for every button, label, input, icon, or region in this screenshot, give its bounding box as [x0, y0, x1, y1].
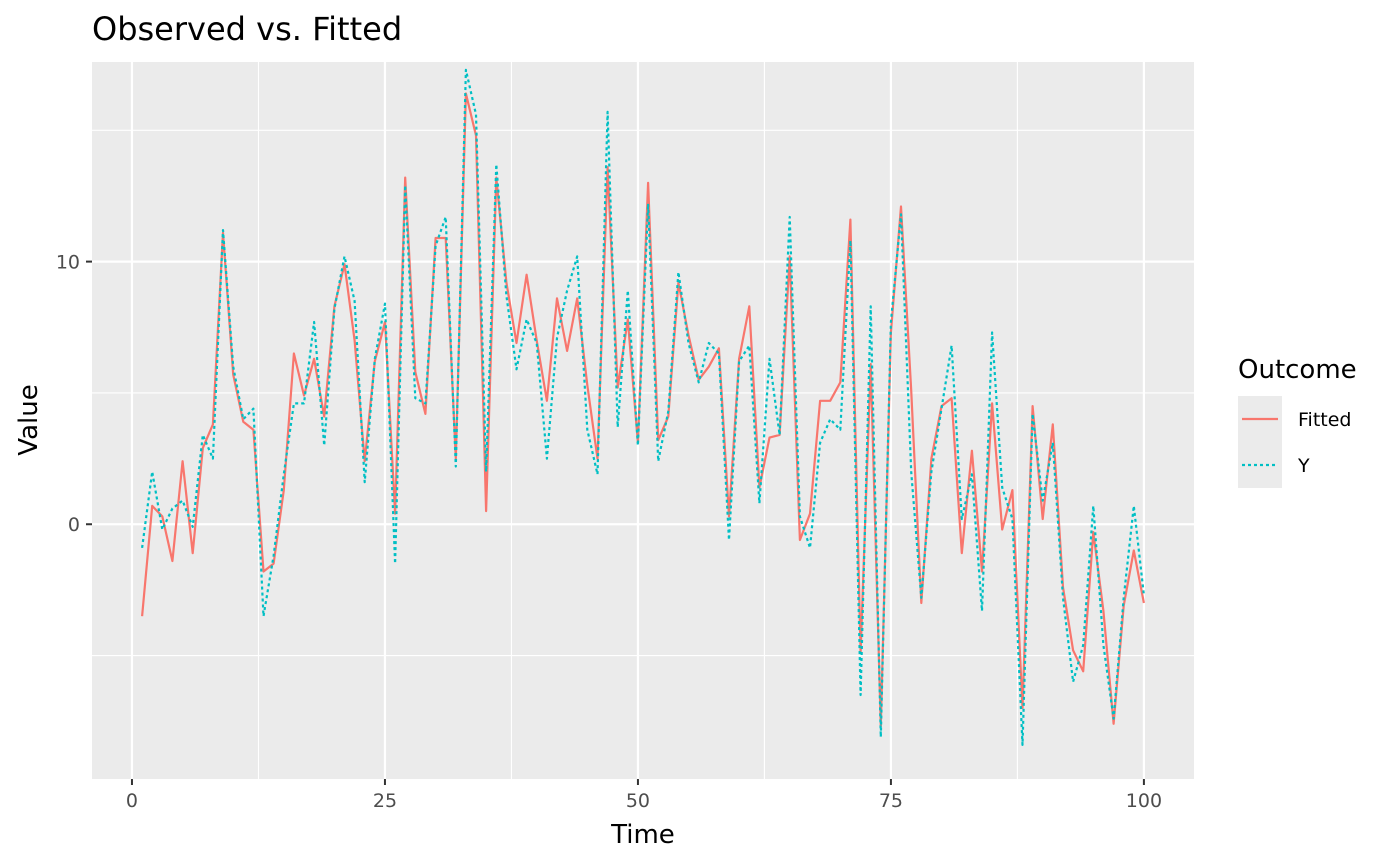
x-tick-label: 75 [879, 790, 903, 812]
series-line-fitted [141, 92, 1145, 728]
legend-title: Outcome [1238, 355, 1357, 385]
x-tick-label: 50 [626, 790, 650, 812]
y-tick-label: 10 [56, 252, 80, 274]
legend-label-y: Y [1297, 455, 1310, 477]
y-tick-label: 0 [68, 514, 80, 536]
y-axis-title: Value [14, 384, 44, 455]
minor-gridlines [92, 62, 1194, 779]
legend-label-fitted: Fitted [1298, 409, 1351, 431]
legend: Outcome Fitted Y [1238, 355, 1357, 488]
x-tick-label: 100 [1126, 790, 1162, 812]
series-layer [141, 68, 1145, 747]
major-gridlines [92, 62, 1194, 779]
x-axis: 0 25 50 75 100 [126, 779, 1162, 812]
x-axis-title: Time [610, 820, 675, 850]
y-axis: 0 10 [56, 252, 92, 536]
legend-key-background [1238, 396, 1282, 488]
chart-title: Observed vs. Fitted [92, 10, 402, 48]
x-tick-label: 0 [126, 790, 138, 812]
plot-panel [92, 62, 1194, 779]
x-tick-label: 25 [373, 790, 397, 812]
series-line-y [141, 68, 1145, 747]
